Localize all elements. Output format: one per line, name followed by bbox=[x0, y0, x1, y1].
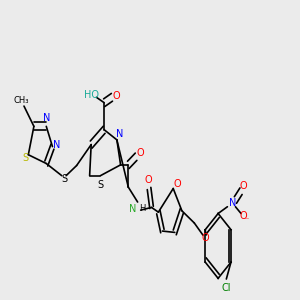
Text: O: O bbox=[112, 91, 120, 101]
Text: N: N bbox=[52, 140, 60, 150]
Text: N: N bbox=[229, 198, 237, 208]
Text: S: S bbox=[22, 153, 28, 163]
Text: O: O bbox=[137, 148, 145, 158]
Text: CH₃: CH₃ bbox=[13, 96, 28, 105]
Text: O: O bbox=[202, 233, 209, 244]
Text: Cl: Cl bbox=[221, 283, 231, 293]
Text: N: N bbox=[43, 113, 50, 123]
Text: N: N bbox=[129, 204, 137, 214]
Text: O: O bbox=[173, 179, 181, 190]
Text: S: S bbox=[98, 180, 103, 190]
Text: O: O bbox=[239, 182, 247, 191]
Text: O: O bbox=[240, 211, 247, 220]
Text: HO: HO bbox=[84, 90, 99, 100]
Text: H: H bbox=[140, 204, 146, 213]
Text: ⁻: ⁻ bbox=[244, 215, 248, 224]
Text: S: S bbox=[61, 174, 67, 184]
Text: N: N bbox=[116, 130, 124, 140]
Text: O: O bbox=[145, 176, 152, 185]
